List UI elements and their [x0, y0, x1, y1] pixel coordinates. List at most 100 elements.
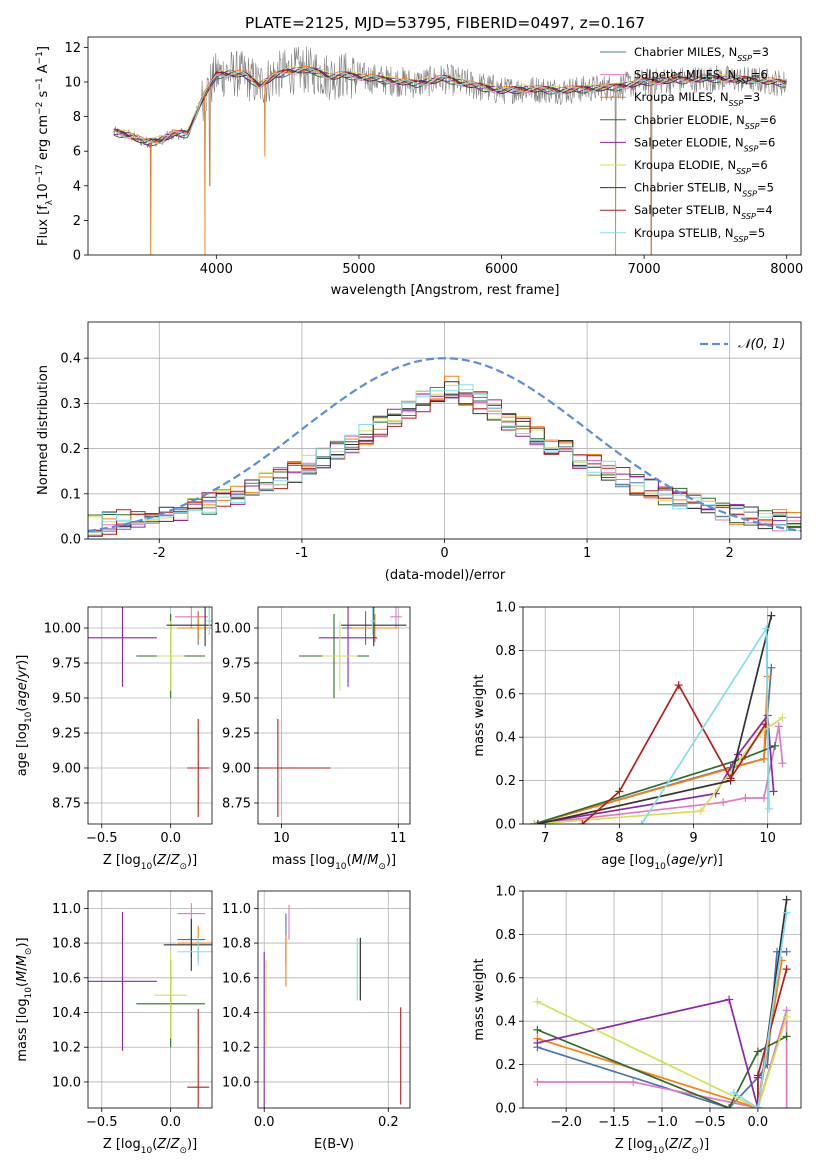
y-axis-label: mass weight [472, 674, 487, 756]
label-part: age [671, 853, 695, 868]
legend-entry: Salpeter ELODIE, NSSP=6 [634, 135, 775, 153]
y-tick-label: 9.25 [222, 727, 251, 742]
x-tick-label: −1.0 [646, 1115, 678, 1130]
figure-title: PLATE=2125, MJD=53795, FIBERID=0497, z=0… [245, 14, 645, 32]
label-part: Flux [f [36, 205, 51, 246]
errorbar-chabrier_stelib [163, 918, 212, 971]
x-axis-label: Z [log10(Z/Z⊙)] [103, 1137, 197, 1156]
residuals-marks [88, 357, 801, 539]
sfh-marker-chabrier_stelib [533, 820, 542, 824]
errorbar-salpeter_stelib [187, 1009, 210, 1108]
label-part: ⊙ [179, 1146, 187, 1156]
label-part: age [log [601, 853, 654, 868]
sfh-marker-salpeter_miles [759, 793, 768, 802]
y-tick-label: 10.0 [222, 1075, 251, 1090]
label-part: ( [347, 853, 352, 868]
label-part: Z [156, 1137, 167, 1152]
y-tick-label: 8 [73, 110, 81, 125]
legend-text: Salpeter MILES, N [634, 68, 736, 82]
mass_vs_EBV-frame [257, 890, 411, 1109]
sfh-line-chabrier_elodie [537, 1029, 787, 1108]
sfh-marker-chabrier_elodie [533, 1025, 542, 1034]
y-tick-label: 10.2 [52, 1041, 81, 1056]
sfh-line-kroupa_miles [537, 960, 783, 1108]
sfh-marker-chabrier_elodie [771, 741, 780, 750]
y-tick-label: 2 [73, 214, 81, 229]
y-tick-label: 0.4 [60, 352, 81, 367]
label-part: ( [666, 853, 671, 868]
legend-entry: Kroupa ELODIE, NSSP=6 [634, 158, 768, 176]
label-part: ⊙ [691, 1146, 699, 1156]
x-tick-label: 6000 [485, 262, 518, 277]
errorbar-chabrier_stelib [166, 607, 212, 647]
y-tick-label: 10.6 [52, 971, 81, 986]
label-part: 10 [653, 1146, 665, 1156]
label-part: ( [152, 853, 157, 868]
legend-text: Chabrier STELIB, N [634, 181, 742, 195]
legend-sub: SSP [745, 121, 760, 130]
sfh_Z-marks [533, 895, 791, 1108]
label-part: λ [45, 199, 55, 205]
errorbar-salpeter_stelib [258, 719, 331, 817]
label-part: A [36, 64, 51, 77]
x-axis-label: mass [log10(M/M⊙)] [272, 853, 396, 872]
label-part: yr [699, 853, 715, 868]
label-part: / [15, 966, 30, 971]
y-tick-label: 8.75 [52, 797, 81, 812]
model-spectrum-kroupa_stelib [113, 67, 787, 144]
sfh-marker-salpeter_miles [778, 759, 787, 768]
sfh-marker-salpeter_stelib [674, 681, 683, 690]
x-axis-label: Z [log10(Z/Z⊙)] [103, 853, 197, 872]
x-axis-label: E(B-V) [314, 1137, 354, 1152]
sfh-marker-kroupa_elodie [778, 713, 787, 722]
legend-sub: SSP [729, 99, 744, 108]
legend-text: Chabrier ELODIE, N [634, 113, 745, 127]
label-part: Z [170, 853, 181, 868]
label-part: erg cm [36, 115, 51, 164]
sfh-marker-kroupa_elodie [533, 997, 542, 1006]
sfh-line-chabrier_stelib [537, 615, 773, 824]
label-part: )] [699, 1137, 709, 1152]
y-tick-label: 0.8 [495, 644, 516, 659]
label-part: 10 [24, 711, 34, 723]
sfh-marker-chabrier_elodie [725, 1104, 734, 1108]
legend-sub: SSP [736, 76, 751, 85]
sfh-marker-salpeter_stelib [782, 965, 791, 974]
y-tick-label: 10.8 [222, 937, 251, 952]
legend-sub: SSP [736, 167, 751, 176]
x-tick-label: 7000 [628, 262, 661, 277]
label-part: / [15, 677, 30, 682]
y-tick-label: 9.50 [222, 692, 251, 707]
label-part: )] [15, 937, 30, 947]
sfh-marker-salpeter_elodie [769, 787, 778, 796]
y-axis-label: mass [log10(M/M⊙)] [15, 937, 34, 1061]
sfh_age-marks [530, 611, 787, 824]
sfh-marker-kroupa_elodie [696, 806, 705, 815]
x-tick-label: 8 [615, 831, 623, 846]
x-tick-label: −0.5 [694, 1115, 726, 1130]
y-tick-label: 0.2 [60, 442, 81, 457]
sfh-marker-chabrier_miles [782, 947, 791, 956]
label-part: −1 [35, 77, 45, 90]
sfh-marker-kroupa_stelib [637, 820, 646, 824]
x-tick-label: -2 [153, 546, 166, 561]
label-part: Z [log [615, 1137, 653, 1152]
y-tick-label: 0.1 [60, 487, 81, 502]
y-tick-label: 0.0 [60, 533, 81, 548]
x-tick-label: 10 [273, 831, 290, 846]
residuals-panel: -2 -1 0 1 2 0.0 0.1 0.2 0.3 0.4 (data-model)/error… [36, 321, 802, 583]
mass_vs_Z-marks [88, 903, 212, 1108]
sfh-line-salpeter_elodie [533, 713, 775, 824]
x-axis-label: age [log10(age/yr)] [601, 853, 723, 872]
histogram-kroupa_stelib [88, 384, 801, 539]
y-tick-label: 0.8 [495, 928, 516, 943]
label-part: 10 [141, 862, 153, 872]
label-part: Z [682, 1137, 693, 1152]
label-part: ( [664, 1137, 669, 1152]
label-part: )] [713, 853, 723, 868]
sfh-marker-chabrier_miles [767, 663, 776, 672]
sfh-line-chabrier_elodie [533, 745, 776, 824]
y-tick-label: 10.4 [52, 1006, 81, 1021]
